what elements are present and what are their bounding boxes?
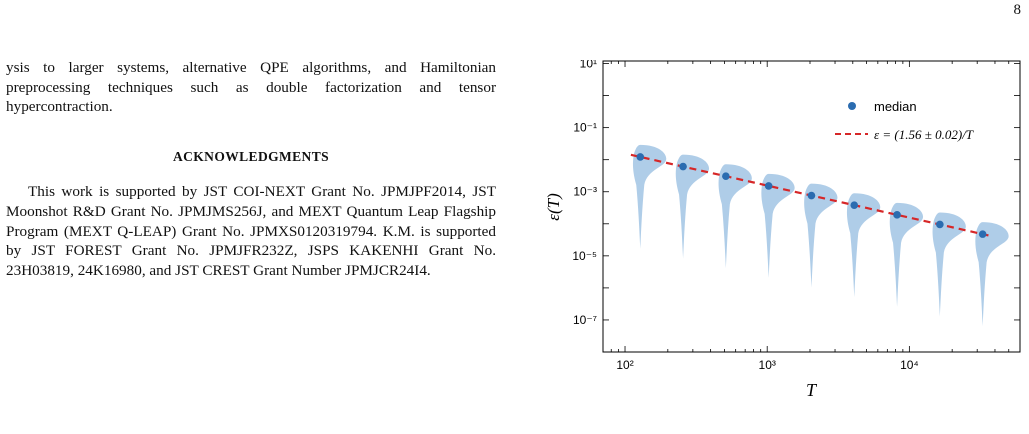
y-tick-label: 10⁻³ [573,185,597,199]
y-tick-label: 10⁻⁵ [572,249,597,263]
x-axis-label: T [806,380,818,400]
median-point-5 [850,201,859,210]
x-tick-label: 10³ [759,358,776,372]
y-tick-label: 10¹ [580,60,597,71]
y-tick-label: 10⁻¹ [573,121,597,135]
violin-8 [975,222,1009,327]
legend-median-label: median [874,99,917,114]
median-point-0 [636,153,645,161]
legend-fit-label: ε = (1.56 ± 0.02)/T [874,127,974,142]
x-tick-label: 10² [616,358,633,372]
violin-3 [761,173,795,278]
median-point-4 [807,191,816,200]
median-point-8 [978,230,987,238]
plot-frame [602,60,1021,353]
x-tick-label: 10⁴ [900,358,919,372]
legend-median-marker [848,102,856,110]
violin-1 [675,154,710,259]
violin-0 [632,144,667,249]
acknowledgments-heading: ACKNOWLEDGMENTS [172,148,330,164]
left-column: ysis to larger systems, alternative QPE … [6,58,496,280]
page-number: 8 [1013,2,1022,18]
violin-2 [718,164,752,269]
violin-plot-figure: 10² 10³ 10⁴ 10¹ 10⁻¹ 10⁻³ 10⁻⁵ 10⁻⁷ median ε = … [540,57,1028,410]
median-point-2 [722,172,730,181]
violin-6 [889,202,924,307]
violin-plot: 10² 10³ 10⁴ 10¹ 10⁻¹ 10⁻³ 10⁻⁵ 10⁻⁷ median ε = … [544,57,1021,400]
median-point-7 [936,220,944,229]
median-point-3 [764,182,773,190]
y-tick-label: 10⁻⁷ [573,313,597,327]
median-point-6 [893,211,901,219]
y-axis-label: ε(T) [544,193,563,221]
acknowledgments-paragraph: This work is supported by JST COI-NEXT G… [6,183,496,279]
violin-7 [932,212,966,317]
violin-5 [846,193,881,298]
continuation-paragraph: ysis to larger systems, alternative QPE … [6,59,496,116]
median-point-1 [679,162,687,171]
legend: median ε = (1.56 ± 0.02)/T [835,99,974,142]
violin-4 [804,183,838,288]
